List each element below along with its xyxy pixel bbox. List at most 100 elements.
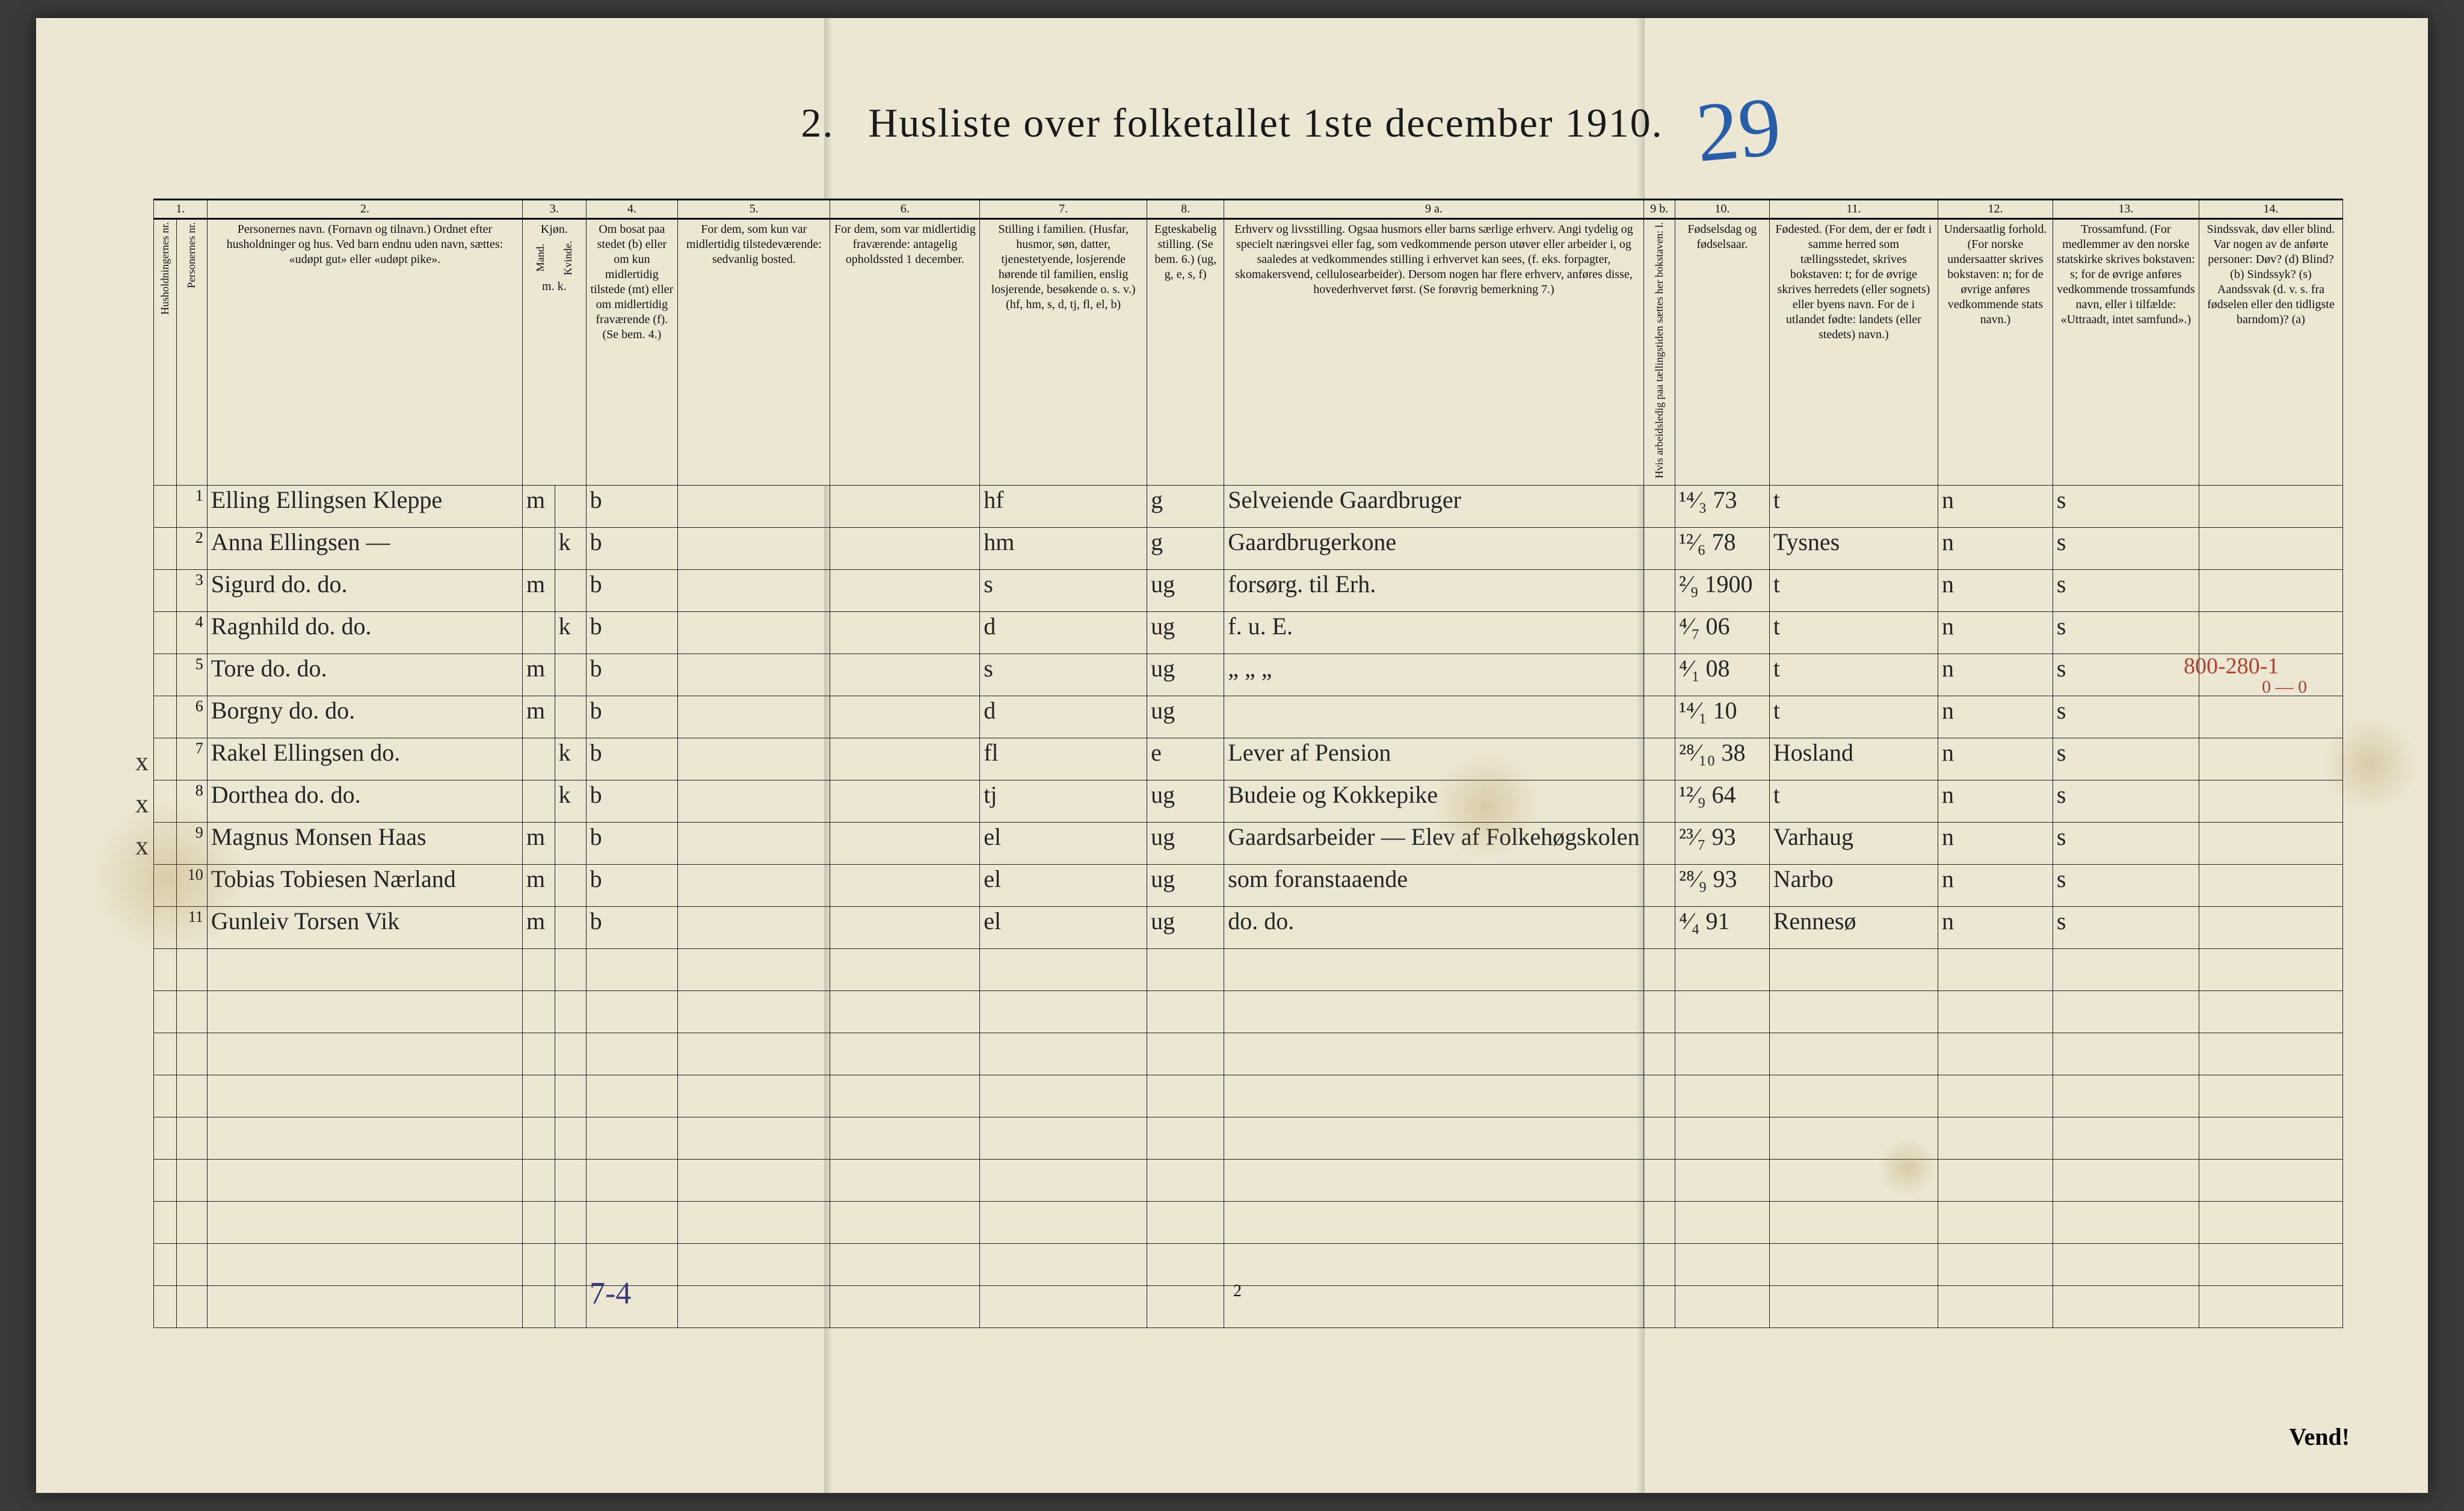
cell: b — [586, 780, 677, 822]
cell: 18 — [176, 1201, 207, 1243]
colnum-5: 5. — [678, 200, 830, 219]
table-row: 6Borgny do. do.mbdug¹⁴⁄₁ 10tns — [154, 696, 2343, 738]
cell: m — [522, 822, 555, 864]
header-row: Husholdningernes nr. Personernes nr. Per… — [154, 219, 2343, 486]
cell — [1224, 1285, 1643, 1327]
cell: Borgny do. do. — [207, 696, 522, 738]
cell — [1769, 1201, 1938, 1243]
table-row: 14 — [154, 1033, 2343, 1075]
cell — [678, 1201, 830, 1243]
cell — [830, 654, 980, 696]
cell — [2199, 1117, 2342, 1159]
hdr-unemployed: Hvis arbeidsledig paa tællingstiden sætt… — [1643, 219, 1675, 486]
cell — [1147, 948, 1224, 990]
hdr-household-nr: Husholdningernes nr. — [154, 219, 177, 486]
cell — [555, 654, 586, 696]
hdr-resident: Om bosat paa stedet (b) eller om kun mid… — [586, 219, 677, 486]
cell: 5 — [176, 654, 207, 696]
hdr-female: Kvinde. — [561, 241, 575, 276]
cell — [154, 990, 177, 1033]
cell — [1224, 1117, 1643, 1159]
cell — [1675, 1243, 1769, 1285]
cell — [678, 569, 830, 611]
cell — [678, 1117, 830, 1159]
cell: 4 — [176, 611, 207, 654]
cell: s — [2053, 654, 2199, 696]
cell — [1147, 1285, 1224, 1327]
cell — [830, 1117, 980, 1159]
cell: do. do. — [1224, 906, 1643, 948]
cell: Hosland — [1769, 738, 1938, 780]
cell — [2199, 1159, 2342, 1201]
cell: ug — [1147, 780, 1224, 822]
cell — [1675, 1159, 1769, 1201]
cell — [154, 738, 177, 780]
cell — [1224, 1075, 1643, 1117]
cell — [1938, 1033, 2053, 1075]
cell: ug — [1147, 611, 1224, 654]
cell — [830, 1201, 980, 1243]
cell — [207, 1117, 522, 1159]
hdr-temp-absent: For dem, som var midlertidig fraværende:… — [830, 219, 980, 486]
cell — [2053, 1075, 2199, 1117]
cell: ²⁄₉ 1900 — [1675, 569, 1769, 611]
cell: g — [1147, 485, 1224, 527]
cell — [154, 1243, 177, 1285]
cell — [207, 1159, 522, 1201]
cell — [678, 906, 830, 948]
cell — [207, 1243, 522, 1285]
cell: ¹²⁄₆ 78 — [1675, 527, 1769, 569]
cell — [2053, 990, 2199, 1033]
column-number-row: 1. 2. 3. 4. 5. 6. 7. 8. 9 a. 9 b. 10. 11… — [154, 200, 2343, 219]
colnum-12: 12. — [1938, 200, 2053, 219]
cell — [2199, 864, 2342, 906]
cell: 17 — [176, 1159, 207, 1201]
cell — [207, 1075, 522, 1117]
cell — [830, 1075, 980, 1117]
hdr-temp-present: For dem, som kun var midlertidig tilsted… — [678, 219, 830, 486]
cell — [1938, 990, 2053, 1033]
cell — [1643, 1159, 1675, 1201]
table-row: 19 — [154, 1243, 2343, 1285]
colnum-11: 11. — [1769, 200, 1938, 219]
hdr-occupation: Erhverv og livsstilling. Ogsaa husmors e… — [1224, 219, 1643, 486]
cell — [522, 611, 555, 654]
cell — [1769, 1285, 1938, 1327]
cell — [678, 1243, 830, 1285]
cell: e — [1147, 738, 1224, 780]
hdr-family-pos: Stilling i familien. (Husfar, husmor, sø… — [980, 219, 1147, 486]
cell — [2053, 1117, 2199, 1159]
cell — [154, 569, 177, 611]
cell — [1643, 1201, 1675, 1243]
cell: 8 — [176, 780, 207, 822]
cell: s — [2053, 780, 2199, 822]
cell — [1769, 1159, 1938, 1201]
cell — [1643, 948, 1675, 990]
cell — [830, 485, 980, 527]
cell — [1643, 654, 1675, 696]
page-annotation-29: 29 — [1692, 78, 1784, 182]
cell — [555, 1201, 586, 1243]
hdr-birthdate: Fødselsdag og fødselsaar. — [1675, 219, 1769, 486]
cell — [2199, 611, 2342, 654]
colnum-6: 6. — [830, 200, 980, 219]
cell: Lever af Pension — [1224, 738, 1643, 780]
cell: s — [2053, 822, 2199, 864]
cell — [1675, 1117, 1769, 1159]
cell: b — [586, 864, 677, 906]
cell — [1643, 1285, 1675, 1327]
cell — [678, 611, 830, 654]
census-table: 1. 2. 3. 4. 5. 6. 7. 8. 9 a. 9 b. 10. 11… — [153, 199, 2343, 1328]
cell — [555, 906, 586, 948]
cell — [1938, 1243, 2053, 1285]
cell — [522, 1159, 555, 1201]
cell — [555, 864, 586, 906]
cell: 20 — [176, 1285, 207, 1327]
cell — [1769, 1243, 1938, 1285]
cell — [830, 1159, 980, 1201]
cell — [1675, 990, 1769, 1033]
cell — [2199, 696, 2342, 738]
cell: n — [1938, 569, 2053, 611]
cell: s — [980, 654, 1147, 696]
cell — [830, 696, 980, 738]
